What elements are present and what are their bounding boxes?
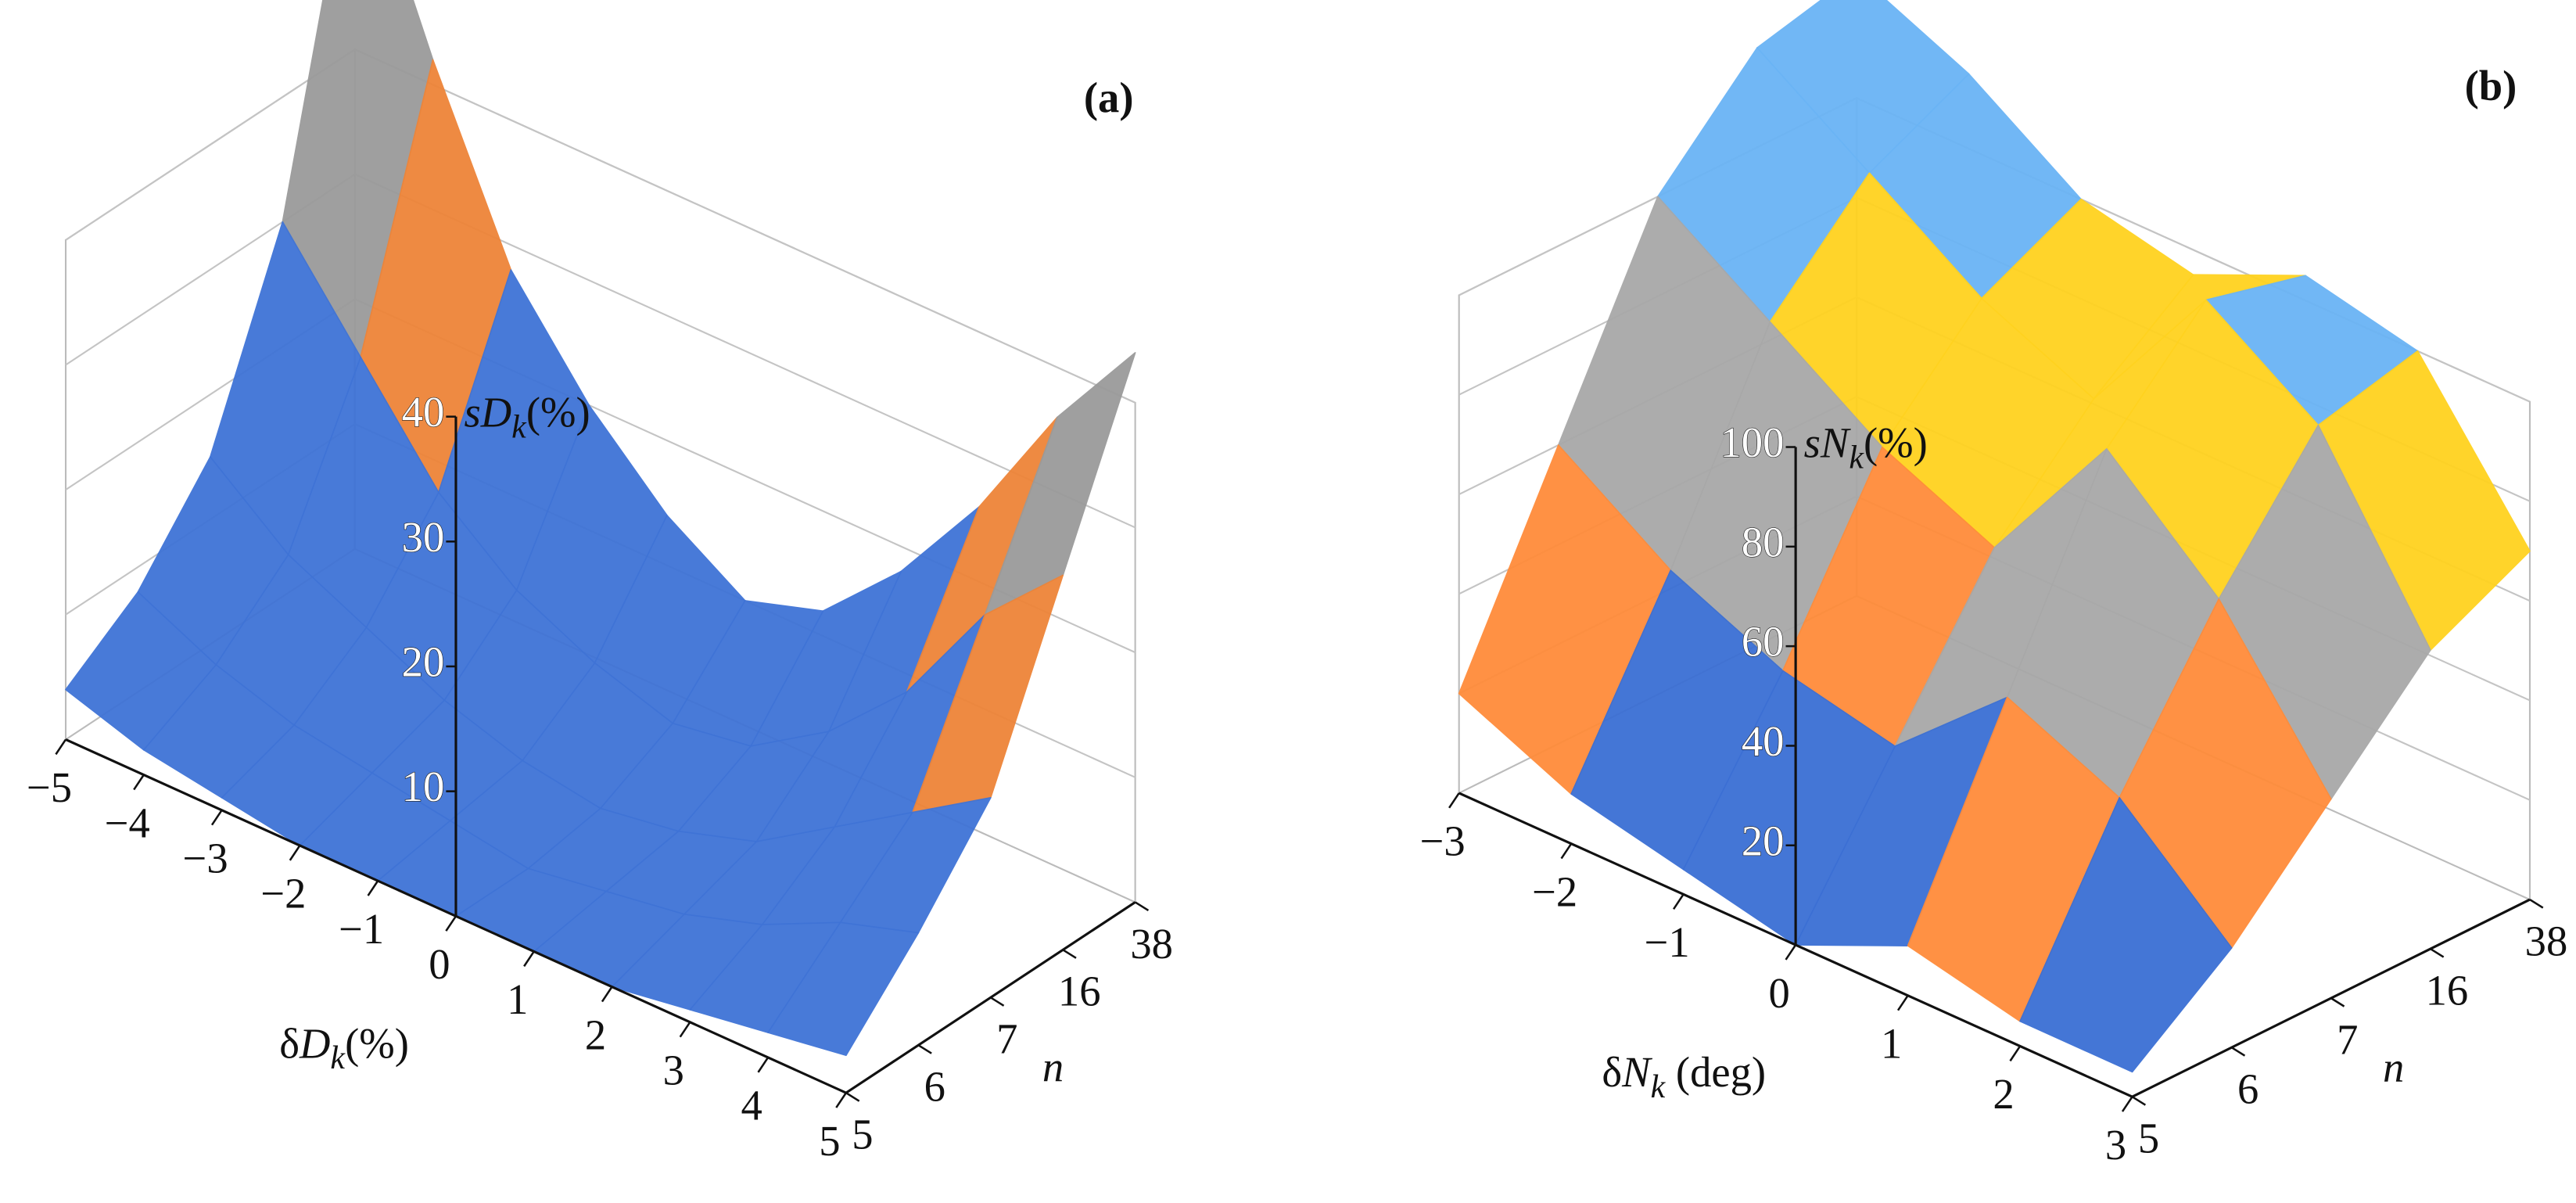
x-tick-label: −1 [1645,918,1690,966]
grid-line [65,48,1136,404]
x-tick [445,915,457,932]
x-tick [1896,995,1909,1011]
z-tick-label: 80 [1742,518,1785,566]
x-tick [2009,1045,2022,1062]
label-part: D [299,1019,330,1067]
x-axis-title: δNk (deg) [1602,1048,1766,1105]
x-tick-label: 5 [819,1117,840,1165]
x-tick-label: −2 [260,870,306,918]
n-tick-label: 16 [1058,968,1101,1015]
n-tick [917,1044,932,1054]
n-tick-label: 5 [852,1110,873,1158]
surface-patch [2019,796,2233,1073]
x-tick [2121,1096,2133,1112]
n-tick-label: 7 [2337,1015,2358,1063]
label-part: (%) [345,1019,409,1067]
surface-patch [767,921,920,1057]
x-tick [55,738,67,756]
label-part: k [1849,440,1864,476]
z-tick-label: 30 [402,513,445,561]
x-tick [835,1092,847,1108]
x-tick-label: 3 [663,1047,684,1094]
n-tick [2131,1096,2147,1106]
x-tick-label: 1 [1881,1020,1902,1068]
label-part: k [511,409,527,445]
n-tick-label: 5 [2138,1115,2159,1162]
x-tick [523,950,535,968]
x-tick-label: 0 [1768,969,1789,1017]
x-tick [757,1057,770,1073]
x-tick-label: −1 [339,905,384,953]
z-tick-label: 20 [1742,817,1785,864]
label-part: δ [1602,1048,1622,1096]
label-part: δ [279,1019,300,1067]
n-tick [845,1092,860,1102]
label-part: D [480,388,511,436]
n-tick-label: 6 [2237,1065,2258,1113]
n-axis-title: n [1042,1043,1064,1090]
n-tick [2430,948,2445,958]
x-tick [210,810,223,826]
x-tick [1560,842,1573,860]
z-tick-label: 40 [402,388,445,436]
x-tick-label: −3 [1420,817,1466,865]
x-tick [679,1022,691,1038]
n-tick [990,997,1005,1007]
n-axis-title: n [2383,1043,2404,1091]
n-tick [2231,1047,2246,1057]
z-tick-label: 20 [402,638,445,686]
x-tick [1448,792,1460,809]
z-axis-title: sNk(%) [1804,418,1928,476]
x-tick-label: 4 [741,1082,762,1129]
x-tick [367,880,379,896]
label-part: N [1621,1048,1652,1096]
label-part: (%) [526,388,590,436]
x-tick-label: −4 [105,799,150,846]
label-part: k [330,1040,346,1076]
x-tick [1785,944,1797,961]
x-tick [601,986,613,1003]
z-axis-title: sDk(%) [464,388,590,445]
label-part: N [1820,418,1851,466]
label-part: (%) [1864,418,1928,466]
x-tick-label: 2 [585,1011,606,1058]
z-tick-label: 60 [1742,618,1785,666]
n-tick-label: 16 [2426,966,2469,1014]
x-tick-label: 1 [507,975,528,1023]
n-tick-label: 38 [1130,920,1173,968]
n-tick [1134,901,1150,912]
n-tick-label: 6 [924,1063,945,1111]
label-part: s [1804,418,1821,466]
panel-label: (a) [1084,74,1134,121]
x-tick-label: −2 [1532,867,1577,915]
z-tick-label: 40 [1742,717,1785,765]
n-tick [1062,949,1077,959]
panel-label: (b) [2465,62,2517,110]
label-part: k [1651,1069,1667,1105]
z-tick-label: 10 [402,763,445,810]
x-tick-label: 2 [1993,1070,2014,1118]
n-tick [2529,899,2544,909]
n-tick-label: 7 [996,1015,1017,1063]
x-tick-label: −5 [27,763,72,811]
n-tick-label: 38 [2525,917,2568,964]
x-tick-label: 0 [429,940,450,988]
label-part: (deg) [1665,1048,1766,1096]
x-tick [289,845,301,861]
label-part: s [464,388,480,436]
x-tick [1673,893,1684,910]
x-axis-title: δDk(%) [279,1019,409,1076]
x-tick [133,774,145,791]
x-tick-label: −3 [183,835,228,882]
x-tick-label: 3 [2105,1121,2126,1169]
n-tick [2330,997,2345,1007]
z-tick-label: 100 [1720,418,1785,466]
